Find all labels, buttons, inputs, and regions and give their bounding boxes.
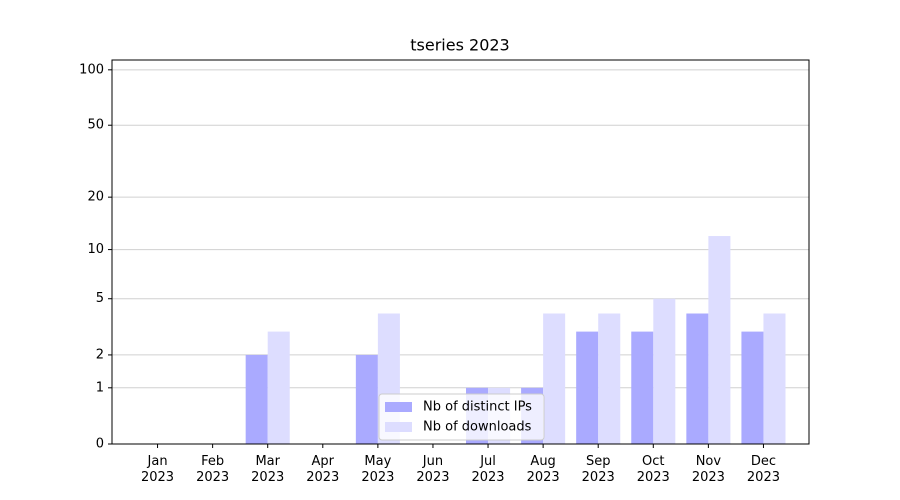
x-tick-label: Jun 2023 — [416, 454, 449, 485]
bar — [631, 331, 654, 444]
y-tick-label: 100 — [79, 62, 104, 77]
bar — [598, 313, 621, 444]
legend-swatch — [385, 402, 412, 412]
y-tick-label: 10 — [87, 242, 104, 257]
x-tick-label-line: 2023 — [141, 470, 174, 485]
legend-swatch — [385, 422, 412, 432]
y-tick-label: 1 — [96, 380, 104, 395]
plot-frame — [111, 59, 810, 445]
x-tick-label-line: Jun — [422, 454, 443, 469]
x-tick-label-line: 2023 — [361, 470, 394, 485]
bar — [653, 298, 676, 444]
x-tick-label-line: 2023 — [747, 470, 780, 485]
x-tick-label: Dec 2023 — [747, 454, 780, 485]
x-tick-label-line: 2023 — [692, 470, 725, 485]
x-tick-label: Apr 2023 — [306, 454, 339, 485]
x-tick-label: Mar 2023 — [251, 454, 284, 485]
bar — [763, 313, 786, 444]
x-tick-label-line: Oct — [642, 454, 664, 469]
x-tick-label: Oct 2023 — [637, 454, 670, 485]
x-tick-label-line: Jul — [479, 454, 496, 469]
x-tick-label-line: 2023 — [251, 470, 284, 485]
bar — [741, 331, 764, 444]
x-tick-label-line: Jan — [147, 454, 168, 469]
y-tick-label: 2 — [96, 347, 104, 362]
x-tick-label-line: Nov — [696, 454, 722, 469]
bar — [543, 313, 566, 444]
x-tick-label-line: Dec — [751, 454, 776, 469]
chart-title: tseries 2023 — [410, 36, 509, 55]
x-tick-label: May 2023 — [361, 454, 394, 485]
x-tick-label-line: Sep — [586, 454, 611, 469]
x-tick-label-line: 2023 — [196, 470, 229, 485]
y-tick-label: 5 — [96, 291, 104, 306]
x-tick-label: Nov 2023 — [692, 454, 725, 485]
bar — [355, 354, 378, 444]
x-tick-label: Aug 2023 — [527, 454, 560, 485]
bar — [245, 354, 268, 444]
x-tick-label-line: Mar — [255, 454, 280, 469]
x-tick-label-line: 2023 — [582, 470, 615, 485]
x-tick-label-line: Aug — [530, 454, 555, 469]
legend-box — [378, 393, 545, 441]
bar — [267, 331, 290, 444]
legend-label: Nb of distinct IPs — [423, 400, 532, 415]
x-tick-label-line: 2023 — [637, 470, 670, 485]
y-tick-label: 20 — [87, 190, 104, 205]
x-tick-label: Jul 2023 — [471, 454, 504, 485]
y-tick-label: 50 — [87, 118, 104, 133]
x-tick-label-line: May — [364, 454, 391, 469]
bar — [576, 331, 599, 444]
x-tick-label-line: 2023 — [527, 470, 560, 485]
x-tick-label-line: Feb — [201, 454, 224, 469]
legend-label: Nb of downloads — [423, 420, 532, 435]
x-tick-label: Feb 2023 — [196, 454, 229, 485]
bar — [686, 313, 709, 444]
x-tick-label-line: Apr — [312, 454, 335, 469]
x-tick-label: Jan 2023 — [141, 454, 174, 485]
x-tick-label-line: 2023 — [416, 470, 449, 485]
bar — [708, 236, 731, 444]
x-tick-label-line: 2023 — [471, 470, 504, 485]
x-tick-label: Sep 2023 — [582, 454, 615, 485]
y-tick-label: 0 — [96, 437, 104, 452]
x-tick-label-line: 2023 — [306, 470, 339, 485]
